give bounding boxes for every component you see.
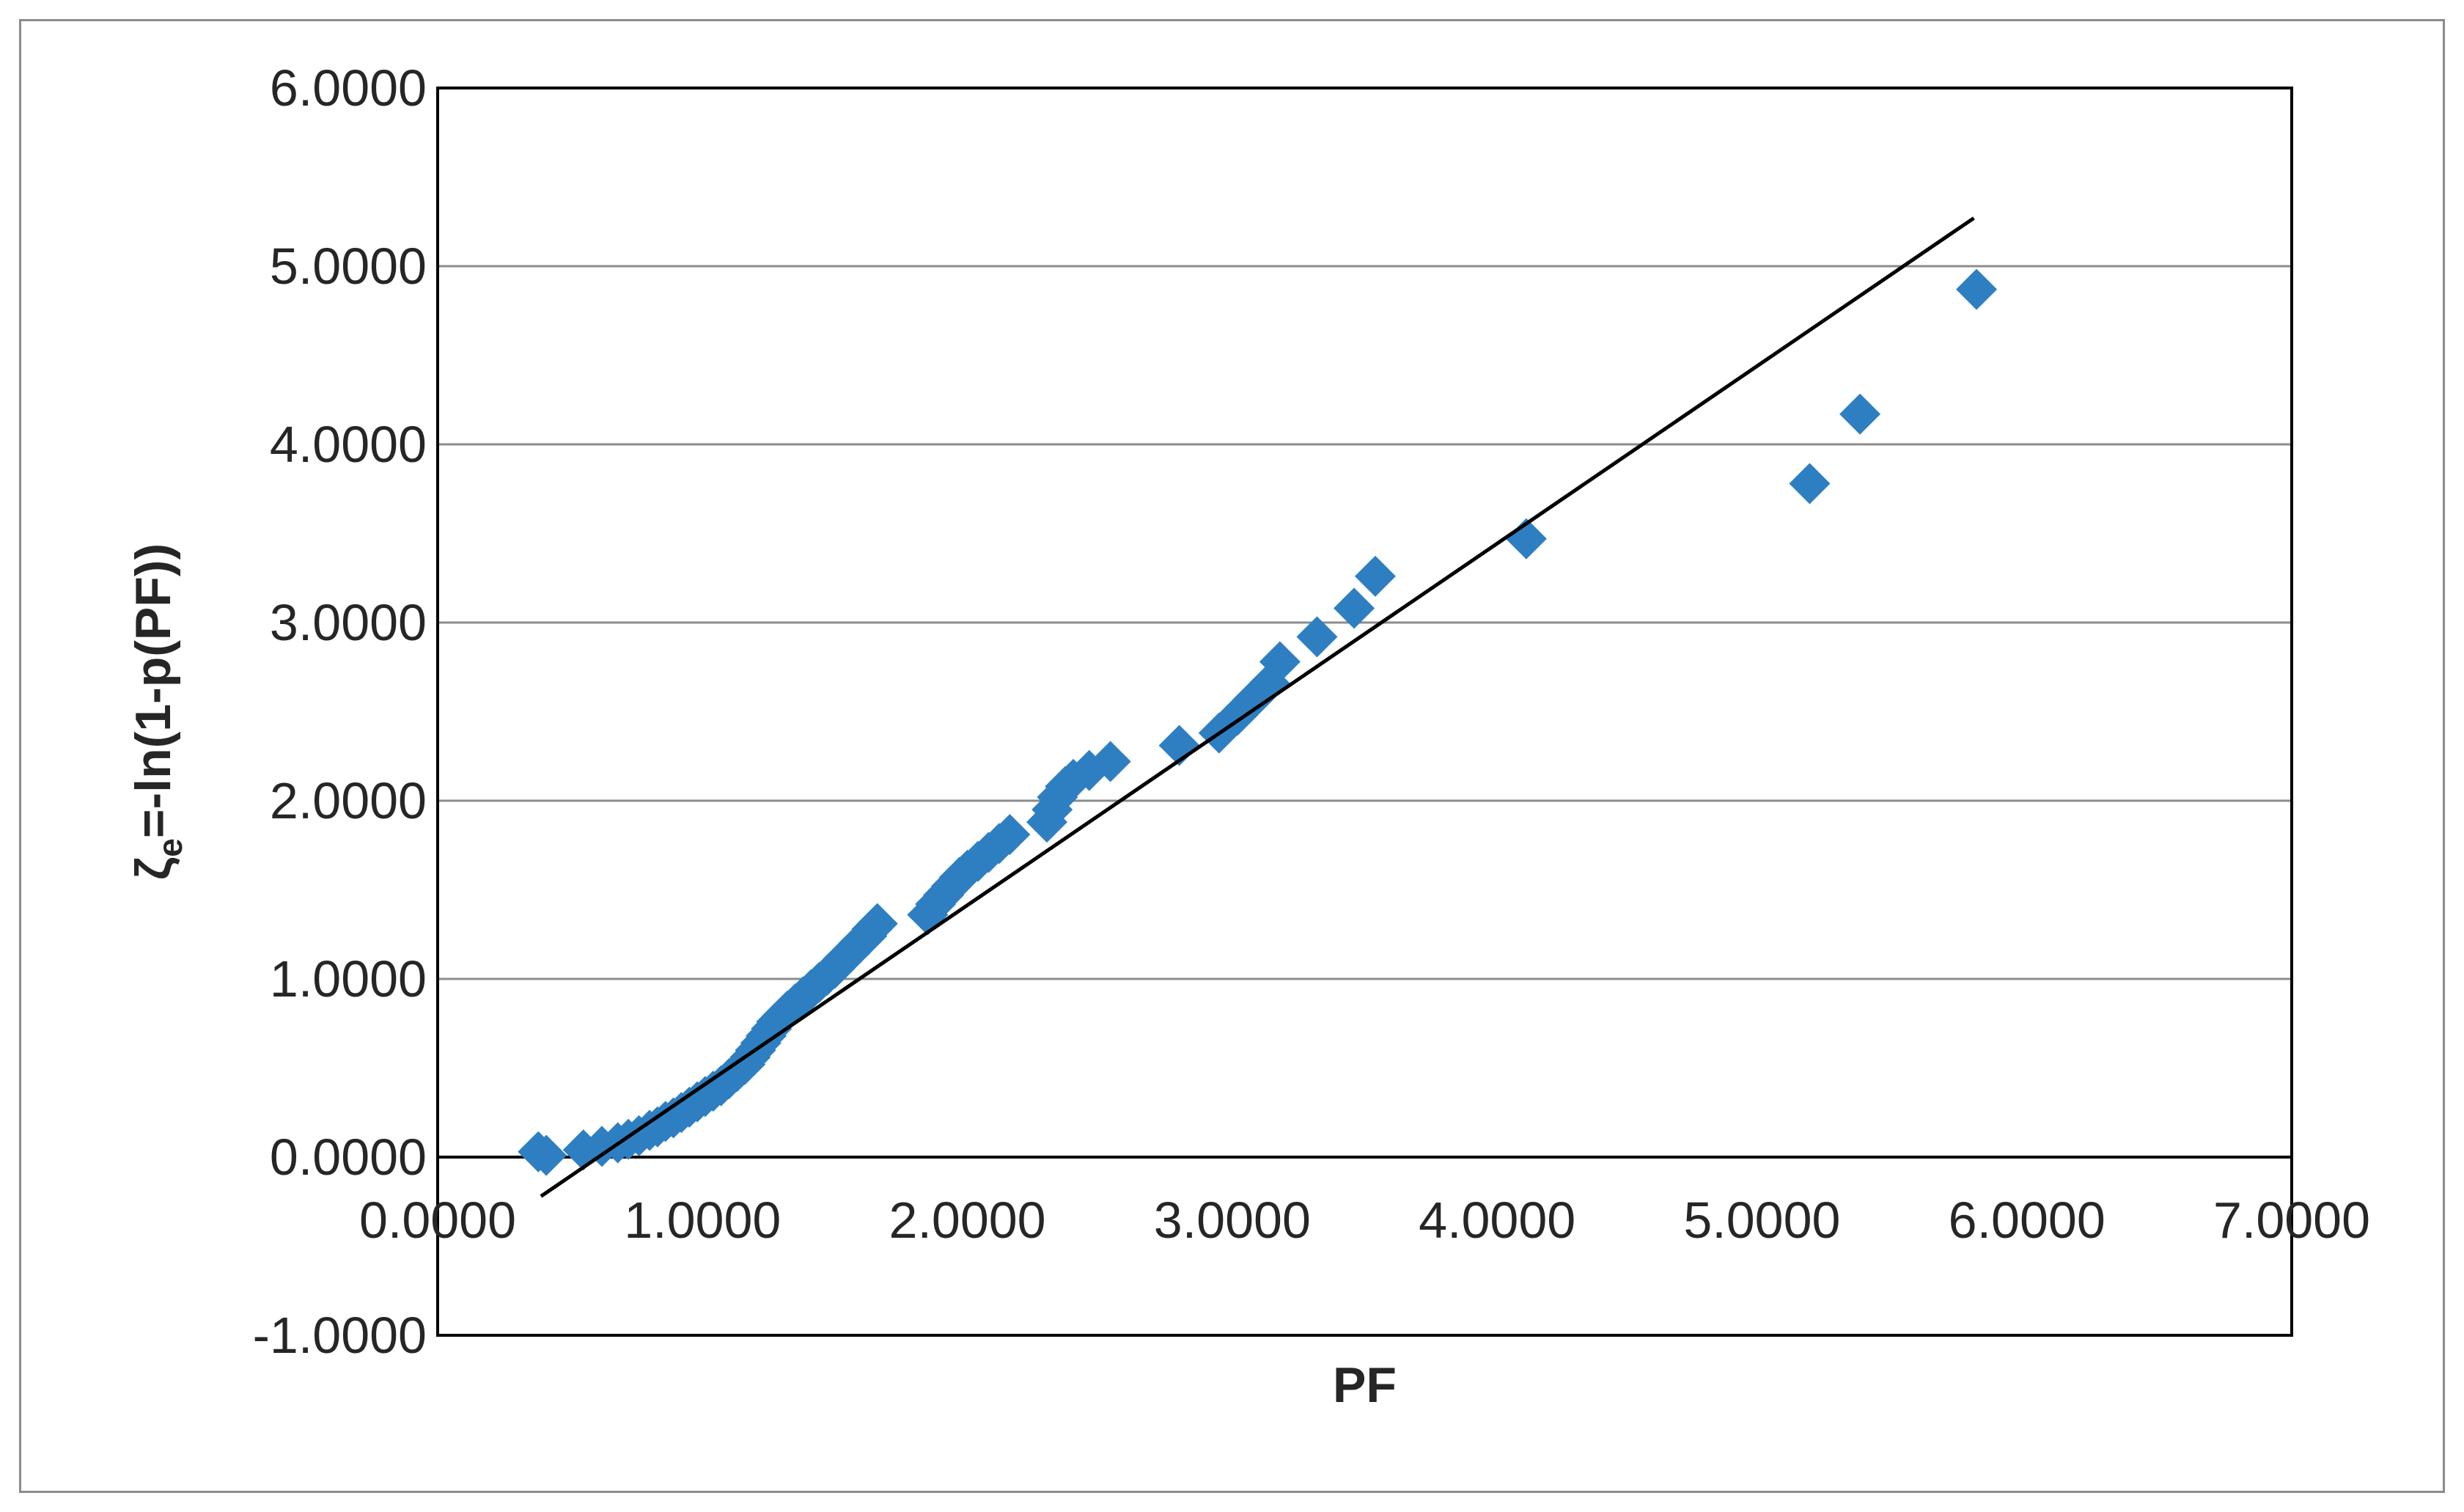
x-tick-label-3: 3.0000 [1154,1192,1311,1249]
data-point-49 [989,814,1031,856]
x-tick-label-2: 2.0000 [889,1192,1046,1249]
y-axis-title-main: ζ [125,857,181,880]
y-tick-label-4: 3.0000 [270,594,427,651]
x-tick-labels: 0.0000 1.0000 2.0000 3.0000 4.0000 5.0000 6.00… [359,1192,2370,1249]
y-tick-labels: -1.0000 0.0000 1.0000 2.0000 3.0000 4.0000 5.0… [253,59,427,1364]
data-point-55 [1068,749,1110,791]
data-points [518,268,1998,1176]
plot-area-border [436,87,2293,1337]
data-point-39 [856,903,898,944]
x-tick-label-1: 1.0000 [624,1192,781,1249]
data-point-68 [1839,393,1881,435]
x-tick-label-5: 5.0000 [1683,1192,1840,1249]
data-point-56 [1089,741,1131,782]
y-axis-title-sub: e [151,838,189,857]
y-tick-label-1: 0.0000 [270,1129,427,1186]
data-point-65 [1354,555,1396,597]
y-tick-label-3: 2.0000 [270,772,427,829]
trend-line [540,216,1975,1198]
data-point-62 [1259,641,1301,683]
x-tick-label-6: 6.0000 [1949,1192,2106,1249]
y-tick-label-6: 5.0000 [270,238,427,295]
y-tick-label-2: 1.0000 [270,950,427,1008]
y-tick-label-0: -1.0000 [253,1307,427,1364]
x-tick-label-4: 4.0000 [1419,1192,1575,1249]
data-point-63 [1296,616,1338,658]
data-point-1 [526,1134,567,1176]
x-axis-title: PF [1333,1357,1397,1413]
y-axis-title-rest: =-ln(1-p(PF)) [125,543,181,838]
data-point-67 [1789,463,1831,504]
grid-lines [438,265,2292,980]
data-point-69 [1956,268,1998,310]
y-axis-title: ζe=-ln(1-p(PF)) [125,543,189,880]
y-tick-label-7: 6.0000 [270,59,427,117]
data-point-57 [1158,724,1200,766]
x-tick-label-7: 7.0000 [2213,1192,2370,1249]
x-tick-label-0: 0.0000 [359,1192,516,1249]
data-point-64 [1334,587,1375,629]
chart-frame [19,19,2445,1493]
y-tick-label-5: 4.0000 [270,416,427,473]
